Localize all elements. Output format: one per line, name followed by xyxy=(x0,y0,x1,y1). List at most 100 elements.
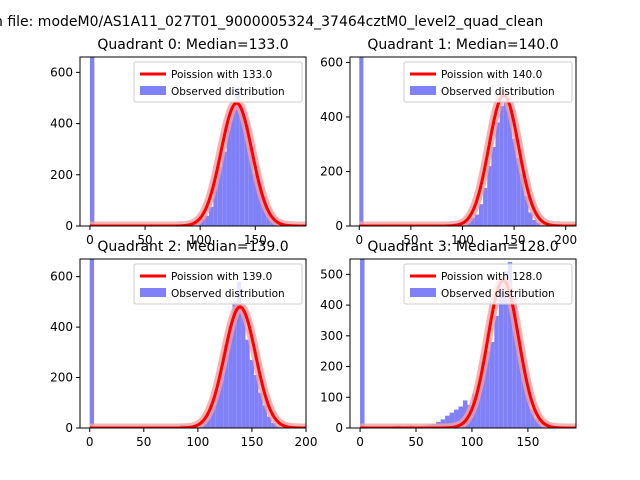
hist-bar xyxy=(236,281,242,428)
hist-bar xyxy=(516,157,521,226)
x-tick-label: 150 xyxy=(240,435,263,449)
hist-bar xyxy=(528,212,533,226)
hist-bar xyxy=(235,87,240,226)
y-tick-label: 0 xyxy=(335,219,343,233)
hist-bar xyxy=(503,97,508,226)
hist-bar xyxy=(271,422,276,428)
legend-label-fit: Poission with 133.0 xyxy=(171,69,272,81)
x-tick-label: 100 xyxy=(460,435,483,449)
hist-bar xyxy=(244,124,249,226)
hist-bar xyxy=(507,262,513,428)
y-tick-label: 200 xyxy=(50,371,73,385)
hist-bar xyxy=(489,341,495,428)
hist-bar xyxy=(223,344,229,428)
hist-bar xyxy=(241,309,246,428)
x-tick-label: 100 xyxy=(189,233,212,247)
y-tick-label: 200 xyxy=(320,360,343,374)
hist-bar xyxy=(524,196,529,226)
legend-box xyxy=(133,61,303,103)
hist-bar xyxy=(495,122,500,226)
hist-bar xyxy=(494,315,499,428)
subplot-title: Quadrant 0: Median=133.0 xyxy=(97,37,288,53)
fit-line xyxy=(89,101,306,226)
plot-area xyxy=(89,259,306,428)
legend-label-observed: Observed distribution xyxy=(441,86,555,98)
hist-bar xyxy=(507,108,513,226)
figure-suptitle: n file: modeM0/AS1A11_027T01_9000005324_… xyxy=(0,14,543,30)
subplot-quadrant-2: 0 50 100 150 200 0 200 400 600 Quadrant 2: Median… xyxy=(50,239,317,449)
subplot-title: Quadrant 2: Median=139.0 xyxy=(97,239,288,255)
x-tick-label: 50 xyxy=(403,233,418,247)
hist-bar xyxy=(449,412,455,428)
legend-bar-swatch xyxy=(410,288,436,297)
hist-bar xyxy=(498,283,504,428)
hist-bar xyxy=(487,166,492,226)
legend: Poission with 140.0 Observed distribution xyxy=(403,61,573,103)
hist-bar xyxy=(228,325,233,428)
hist-bar xyxy=(245,339,250,428)
hist-bar xyxy=(232,301,237,428)
hist-bar xyxy=(474,214,479,226)
x-tick-label: 100 xyxy=(186,435,209,449)
y-tick-label: 300 xyxy=(320,329,343,343)
hist-bar xyxy=(445,415,450,428)
legend-box xyxy=(133,263,303,305)
legend-label-observed: Observed distribution xyxy=(171,86,285,98)
y-tick-label: 400 xyxy=(50,117,73,131)
legend-label-fit: Poission with 140.0 xyxy=(441,69,542,81)
x-tick-label: 0 xyxy=(86,435,94,449)
hist-bar xyxy=(231,106,236,226)
hist-bar xyxy=(262,405,268,428)
hist-bar xyxy=(360,259,365,428)
subplot-quadrant-1: 0 50 100 150 200 0 200 400 600 Quadrant 1: Median… xyxy=(320,37,577,247)
axes-frame xyxy=(79,258,307,429)
axes-frame xyxy=(349,258,577,429)
hist-bar xyxy=(215,390,220,428)
y-tick-label: 500 xyxy=(320,267,343,281)
y-tick-label: 400 xyxy=(320,110,343,124)
y-tick-label: 400 xyxy=(50,320,73,334)
y-tick-label: 0 xyxy=(65,421,73,435)
hist-bar xyxy=(267,416,272,428)
hist-bar xyxy=(521,365,526,428)
hist-bar xyxy=(525,386,531,428)
hist-bar xyxy=(520,174,525,226)
hist-bar xyxy=(458,406,463,428)
legend-label-fit: Poission with 128.0 xyxy=(441,271,542,283)
hist-bar xyxy=(222,151,227,226)
subplot-quadrant-3: 0 50 100 150 0 100 200 300 400 500 Quadrant 3: Med… xyxy=(320,239,577,449)
y-tick-label: 100 xyxy=(320,390,343,404)
x-tick-label: 150 xyxy=(516,435,539,449)
legend: Poission with 133.0 Observed distribution xyxy=(133,61,303,103)
hist-bar xyxy=(483,187,488,226)
hist-bar xyxy=(512,295,517,428)
x-tick-label: 0 xyxy=(356,435,364,449)
hist-bar xyxy=(470,217,475,226)
hist-bar xyxy=(359,57,364,226)
hist-bar xyxy=(206,415,211,428)
hist-bar xyxy=(210,405,216,428)
legend: Poission with 128.0 Observed distribution xyxy=(403,263,573,305)
hist-bar xyxy=(89,259,95,428)
x-tick-label: 100 xyxy=(451,233,474,247)
hist-bar xyxy=(516,338,522,428)
hist-bar xyxy=(257,182,262,226)
hist-bar xyxy=(89,57,95,226)
hist-bar xyxy=(239,108,245,226)
x-tick-label: 150 xyxy=(503,233,526,247)
x-tick-label: 150 xyxy=(244,233,267,247)
y-tick-label: 400 xyxy=(320,298,343,312)
y-tick-label: 600 xyxy=(320,55,343,69)
legend-box xyxy=(403,61,573,103)
hist-bar xyxy=(478,204,484,226)
hist-bar xyxy=(208,206,214,226)
plot-area xyxy=(359,57,576,226)
subplot-quadrant-0: 0 50 100 150 0 200 400 600 Quadrant 0: Median=13… xyxy=(50,37,307,247)
fit-line xyxy=(359,93,576,226)
x-tick-label: 200 xyxy=(554,233,577,247)
hist-bar xyxy=(226,121,232,226)
hist-bar xyxy=(249,359,255,428)
hist-bar xyxy=(213,181,218,226)
x-tick-label: 50 xyxy=(408,435,423,449)
